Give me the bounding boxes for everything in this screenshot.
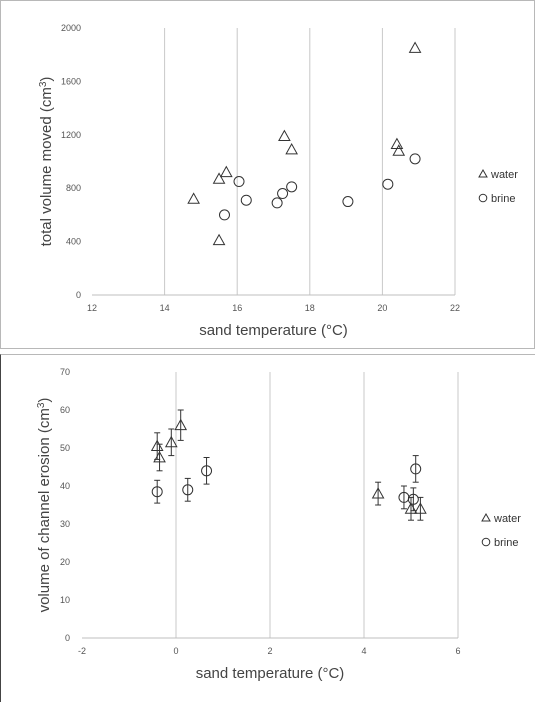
y-tick-label: 1200	[61, 130, 81, 140]
chart-channel-erosion: 0 10 20 30 40 50 60 70 -2 0 2 4 6 sand temperature (°…	[36, 367, 522, 682]
legend-marker-water	[481, 512, 491, 522]
x-axis-title: sand temperature (°C)	[196, 665, 345, 682]
legend-marker-brine	[478, 193, 488, 203]
brine-point	[218, 209, 230, 221]
brine-point	[271, 197, 283, 209]
y-tick-label: 20	[60, 557, 70, 567]
brine-point	[286, 181, 298, 193]
x-tick-label: -2	[78, 646, 86, 656]
y-axis-title: total volume moved (cm3)	[38, 77, 56, 247]
water-point	[371, 487, 385, 499]
y-tick-label: 2000	[61, 23, 81, 33]
x-tick-label: 16	[232, 303, 242, 313]
brine-point	[151, 486, 163, 498]
y-tick-label: 1600	[61, 76, 81, 86]
x-axis-title: sand temperature (°C)	[199, 322, 348, 339]
water-point	[278, 129, 291, 142]
water-point	[187, 192, 200, 204]
legend-label-water: water	[493, 513, 521, 525]
legend-label-water: water	[490, 169, 518, 181]
legend-marker-water	[478, 168, 488, 178]
y-axis-title: volume of channel erosion (cm3)	[36, 398, 54, 613]
y-tick-label: 0	[65, 633, 70, 643]
y-tick-label: 0	[76, 290, 81, 300]
y-tick-label: 50	[60, 443, 70, 453]
water-point	[408, 41, 422, 53]
x-tick-label: 0	[173, 646, 178, 656]
y-tick-label: 30	[60, 519, 70, 529]
x-tick-label: 4	[361, 646, 366, 656]
brine-point	[277, 188, 289, 200]
x-tick-label: 12	[87, 303, 97, 313]
brine-point	[382, 178, 394, 190]
brine-point	[240, 194, 252, 206]
water-point	[153, 450, 166, 463]
water-point	[219, 165, 233, 178]
water-point	[212, 233, 226, 246]
chart-panel-channel-erosion: 0 10 20 30 40 50 60 70 -2 0 2 4 6 sand temperature (°…	[0, 354, 535, 702]
brine-point	[407, 493, 419, 505]
x-tick-label: 20	[377, 303, 387, 313]
legend-label-brine: brine	[494, 537, 518, 549]
brine-point	[409, 153, 421, 165]
x-tick-label: 2	[267, 646, 272, 656]
x-tick-label: 14	[160, 303, 170, 313]
y-tick-label: 800	[66, 183, 81, 193]
y-tick-label: 10	[60, 595, 70, 605]
water-point	[392, 144, 406, 156]
brine-point	[201, 465, 213, 477]
water-point	[212, 172, 226, 184]
brine-point	[342, 196, 354, 208]
brine-point	[410, 463, 422, 475]
x-tick-label: 22	[450, 303, 460, 313]
chart-volume-moved: 0 400 800 1200 1600 2000 12 14 16 18 20 22 sand temp…	[38, 23, 519, 339]
y-tick-label: 40	[60, 481, 70, 491]
brine-point	[233, 176, 245, 188]
water-point	[414, 502, 427, 514]
y-tick-label: 400	[66, 237, 81, 247]
y-tick-label: 60	[60, 405, 70, 415]
x-tick-label: 18	[305, 303, 315, 313]
water-point	[174, 418, 188, 431]
chart-panel-volume-moved: 0 400 800 1200 1600 2000 12 14 16 18 20 22 sand temp…	[0, 0, 535, 349]
water-point	[390, 137, 404, 150]
x-tick-label: 6	[455, 646, 460, 656]
water-point	[164, 435, 178, 448]
brine-point	[182, 484, 194, 496]
legend-marker-brine	[481, 537, 491, 547]
y-tick-label: 70	[60, 367, 70, 377]
legend-label-brine: brine	[491, 193, 515, 205]
water-point	[285, 142, 298, 155]
